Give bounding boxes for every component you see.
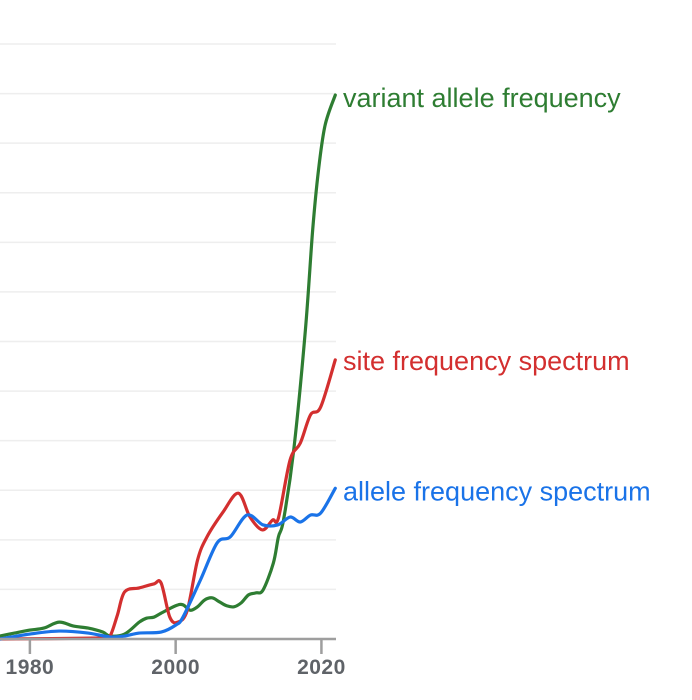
series-label-allele-frequency-spectrum[interactable]: allele frequency spectrum <box>343 476 651 506</box>
x-tick-label: 2000 <box>151 656 200 679</box>
x-tick-label: 2020 <box>297 656 346 679</box>
series-lines <box>0 93 337 641</box>
x-axis-ticks: 1980 2000 2020 <box>6 639 346 679</box>
series-labels: variant allele frequency site frequency s… <box>343 83 651 506</box>
x-tick-label: 1980 <box>6 656 55 679</box>
series-label-variant-allele-frequency[interactable]: variant allele frequency <box>343 83 621 113</box>
series-line-variant-allele-frequency <box>0 93 337 638</box>
series-line-site-frequency-spectrum <box>0 358 337 641</box>
gridlines <box>0 43 336 591</box>
series-line-allele-frequency-spectrum <box>0 486 337 641</box>
series-label-site-frequency-spectrum[interactable]: site frequency spectrum <box>343 346 630 376</box>
